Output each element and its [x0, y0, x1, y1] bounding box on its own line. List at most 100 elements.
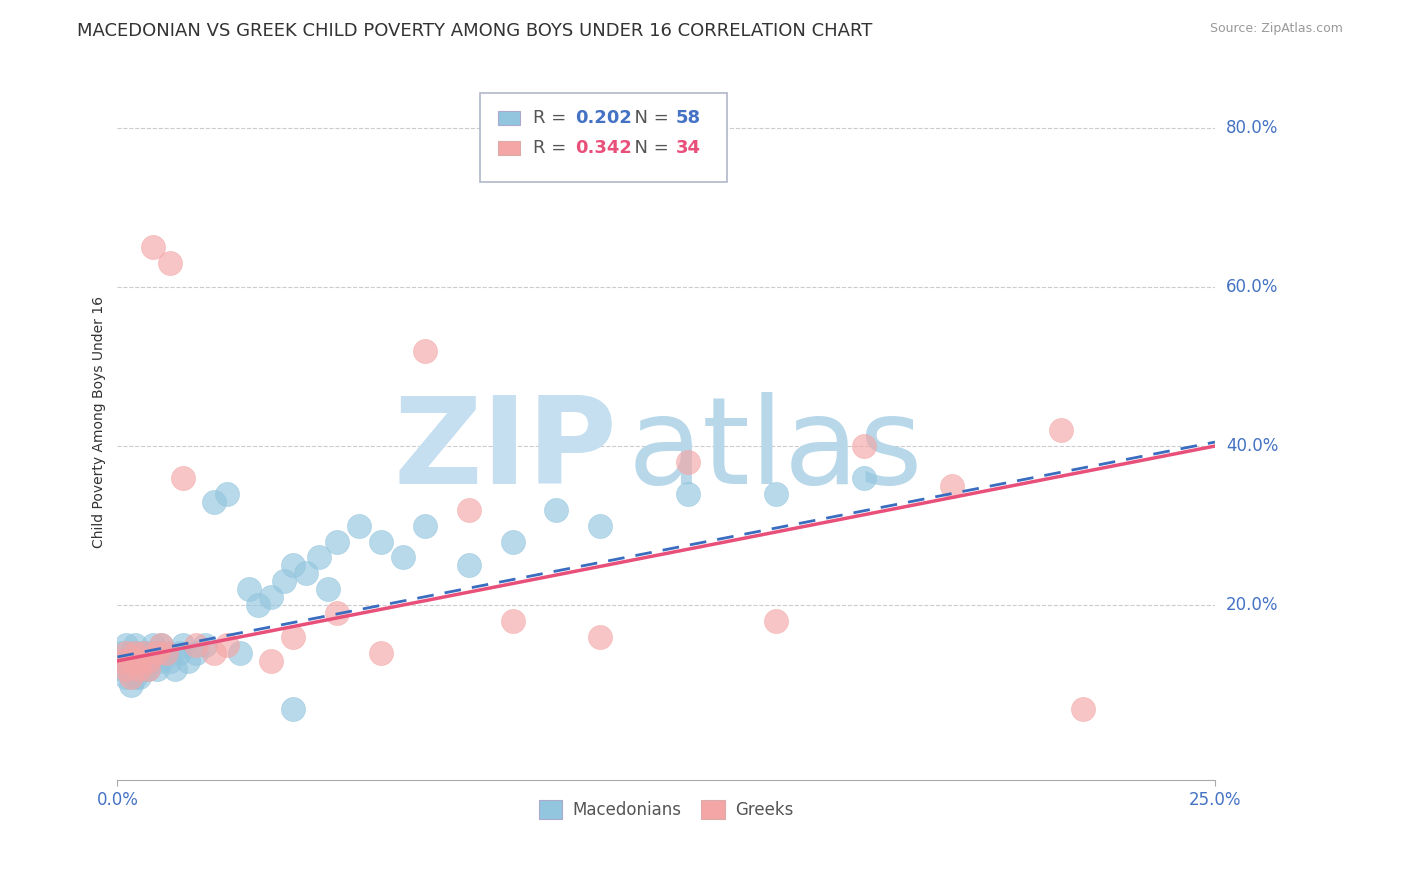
Point	[852, 439, 875, 453]
Point	[128, 646, 150, 660]
Point	[194, 638, 217, 652]
Point	[457, 558, 479, 573]
Point	[370, 534, 392, 549]
Point	[132, 654, 155, 668]
Point	[941, 479, 963, 493]
Text: 34: 34	[676, 139, 702, 157]
Point	[128, 670, 150, 684]
Point	[163, 662, 186, 676]
Text: MACEDONIAN VS GREEK CHILD POVERTY AMONG BOYS UNDER 16 CORRELATION CHART: MACEDONIAN VS GREEK CHILD POVERTY AMONG …	[77, 22, 873, 40]
Point	[676, 455, 699, 469]
Point	[124, 638, 146, 652]
Text: 0.202: 0.202	[575, 109, 631, 127]
Point	[457, 502, 479, 516]
Text: atlas: atlas	[627, 392, 924, 509]
Point	[132, 646, 155, 660]
Point	[142, 240, 165, 254]
Point	[111, 654, 134, 668]
Point	[295, 566, 318, 581]
Point	[150, 638, 173, 652]
Point	[120, 646, 142, 660]
Text: ZIP: ZIP	[394, 392, 617, 509]
Point	[1050, 423, 1073, 437]
Point	[111, 646, 134, 660]
Point	[124, 654, 146, 668]
Point	[676, 487, 699, 501]
Point	[281, 701, 304, 715]
Y-axis label: Child Poverty Among Boys Under 16: Child Poverty Among Boys Under 16	[93, 296, 107, 549]
Point	[120, 662, 142, 676]
FancyBboxPatch shape	[498, 141, 520, 155]
Point	[217, 638, 239, 652]
Point	[217, 487, 239, 501]
FancyBboxPatch shape	[498, 111, 520, 125]
Text: 40.0%: 40.0%	[1226, 437, 1278, 455]
Point	[115, 638, 138, 652]
Point	[502, 614, 524, 628]
Point	[502, 534, 524, 549]
Point	[370, 646, 392, 660]
Point	[120, 654, 142, 668]
Point	[281, 630, 304, 644]
Point	[159, 654, 181, 668]
Point	[150, 638, 173, 652]
Point	[142, 638, 165, 652]
Point	[142, 654, 165, 668]
Point	[128, 662, 150, 676]
Point	[326, 534, 349, 549]
Point	[391, 550, 413, 565]
Point	[115, 670, 138, 684]
Point	[120, 670, 142, 684]
Point	[1071, 701, 1094, 715]
Point	[115, 646, 138, 660]
Point	[124, 670, 146, 684]
Point	[146, 646, 169, 660]
Point	[115, 654, 138, 668]
Point	[146, 662, 169, 676]
Point	[176, 654, 198, 668]
Text: 60.0%: 60.0%	[1226, 278, 1278, 296]
Point	[146, 646, 169, 660]
Point	[238, 582, 260, 597]
Point	[172, 471, 194, 485]
Point	[229, 646, 252, 660]
Point	[128, 654, 150, 668]
Text: R =: R =	[533, 109, 572, 127]
Point	[326, 606, 349, 620]
Text: 58: 58	[676, 109, 702, 127]
Point	[136, 662, 159, 676]
Text: Source: ZipAtlas.com: Source: ZipAtlas.com	[1209, 22, 1343, 36]
Point	[308, 550, 330, 565]
Text: 20.0%: 20.0%	[1226, 596, 1278, 615]
Legend: Macedonians, Greeks: Macedonians, Greeks	[533, 793, 800, 826]
Point	[852, 471, 875, 485]
Text: 0.342: 0.342	[575, 139, 631, 157]
Point	[202, 646, 225, 660]
Text: N =: N =	[623, 139, 675, 157]
Point	[589, 518, 612, 533]
FancyBboxPatch shape	[479, 93, 727, 182]
Text: R =: R =	[533, 139, 572, 157]
Point	[159, 256, 181, 270]
Point	[260, 591, 283, 605]
Point	[316, 582, 339, 597]
Point	[136, 662, 159, 676]
Point	[246, 598, 269, 612]
Point	[347, 518, 370, 533]
Point	[260, 654, 283, 668]
Point	[128, 662, 150, 676]
Point	[281, 558, 304, 573]
Point	[202, 495, 225, 509]
Text: N =: N =	[623, 109, 675, 127]
Point	[155, 646, 177, 660]
Point	[172, 638, 194, 652]
Point	[120, 678, 142, 692]
Point	[273, 574, 295, 589]
Point	[111, 662, 134, 676]
Point	[136, 654, 159, 668]
Point	[132, 662, 155, 676]
Point	[115, 662, 138, 676]
Point	[413, 518, 436, 533]
Point	[765, 614, 787, 628]
Text: 80.0%: 80.0%	[1226, 119, 1278, 136]
